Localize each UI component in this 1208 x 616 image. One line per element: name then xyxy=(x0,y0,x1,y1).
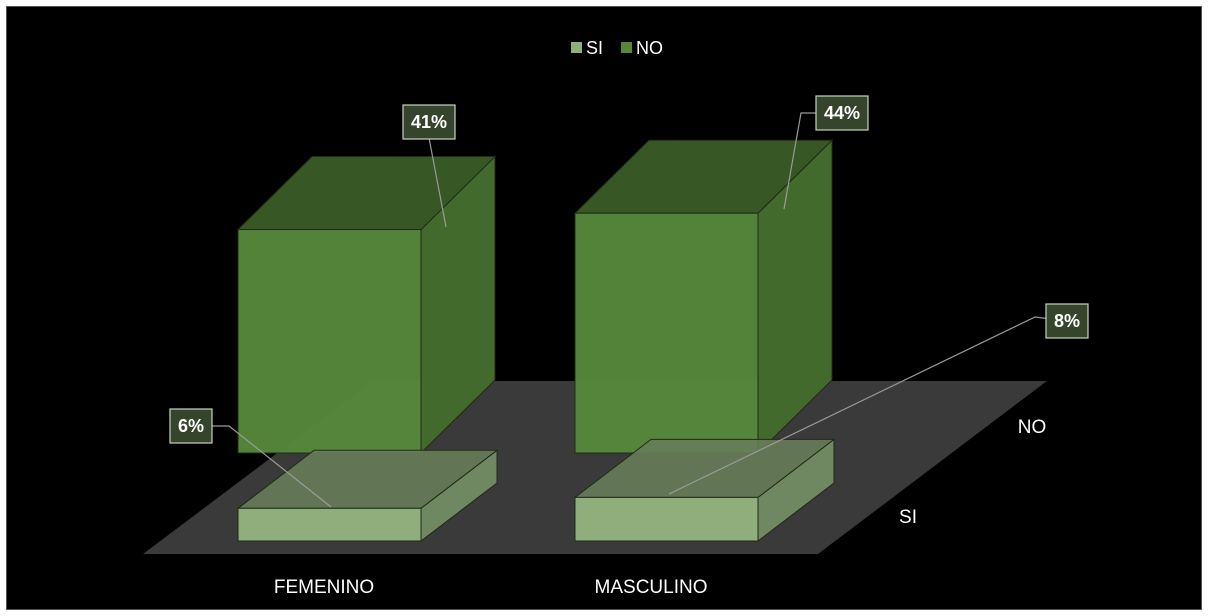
data-label-si-masculino: 8% xyxy=(1045,303,1089,339)
legend-swatch-si xyxy=(571,42,582,53)
legend-swatch-no xyxy=(621,42,632,53)
data-label-text: 41% xyxy=(411,112,447,132)
bar-front xyxy=(237,229,422,454)
bar-si-masculino xyxy=(573,438,836,543)
legend-label-si: SI xyxy=(586,38,603,58)
category-label-masculino: MASCULINO xyxy=(595,577,708,598)
series-no-bars xyxy=(236,139,834,455)
data-label-text: 6% xyxy=(178,416,204,436)
legend: SI NO xyxy=(571,38,663,58)
bar-front xyxy=(574,496,759,542)
series-si-bars xyxy=(236,438,836,543)
depth-label-si: SI xyxy=(899,507,917,528)
category-label-femenino: FEMENINO xyxy=(274,577,374,598)
data-label-box xyxy=(169,408,213,444)
data-label-text: 8% xyxy=(1054,311,1080,331)
data-label-no-masculino: 44% xyxy=(815,95,869,131)
bar-no-masculino xyxy=(573,139,834,455)
data-label-si-femenino: 6% xyxy=(169,408,213,444)
bar-front xyxy=(574,212,759,454)
bar-front xyxy=(237,507,422,542)
data-label-text: 44% xyxy=(824,103,860,123)
data-labels: 6% 8% 41% 44% xyxy=(169,95,1089,444)
chart-frame: SI NO 6% 8% 41% 44% FEMENINO MASCULINO NO S… xyxy=(6,6,1202,610)
depth-label-no: NO xyxy=(1018,417,1047,438)
data-label-box xyxy=(402,104,456,140)
chart-canvas: SI NO 6% 8% 41% 44% FEMENINO MASCULINO NO S… xyxy=(143,38,1089,598)
bar-si-femenino xyxy=(236,449,499,543)
bar-no-femenino xyxy=(236,155,497,455)
data-label-no-femenino: 41% xyxy=(402,104,456,140)
legend-label-no: NO xyxy=(636,38,663,58)
data-label-box xyxy=(1045,303,1089,339)
data-label-box xyxy=(815,95,869,131)
